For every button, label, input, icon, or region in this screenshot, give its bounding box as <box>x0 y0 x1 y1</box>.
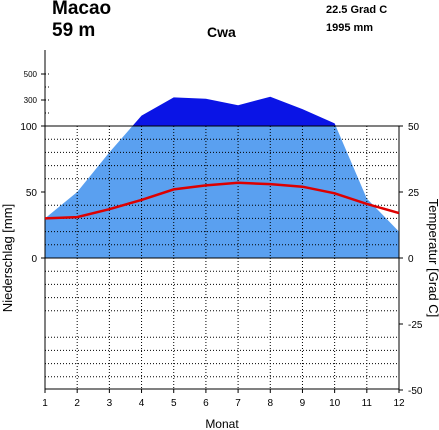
precipitation-area <box>45 126 399 258</box>
month-label: 8 <box>267 398 273 409</box>
month-label: 12 <box>393 398 405 409</box>
precipitation-tick-label: 0 <box>31 254 37 265</box>
temperature-line <box>44 181 400 220</box>
temperature-tick-label: -25 <box>408 320 423 331</box>
month-label: 5 <box>171 398 177 409</box>
precipitation-tick-label: 300 <box>24 96 38 105</box>
month-label: 6 <box>203 398 209 409</box>
left-axis-title: Niederschlag [mm] <box>0 204 15 312</box>
month-label: 3 <box>107 398 113 409</box>
precipitation-tick-label: 50 <box>26 188 38 199</box>
grid <box>45 73 399 389</box>
temperature-tick-label: 0 <box>408 254 414 265</box>
temperature-tick-label: 50 <box>408 122 420 133</box>
month-label: 1 <box>42 398 48 409</box>
annual-temperature: 22.5 Grad C <box>326 4 388 16</box>
right-axis-title: Temperatur [Grad C] <box>426 199 439 318</box>
month-label: 11 <box>362 398 373 409</box>
temperature-tick-label: -50 <box>408 386 423 397</box>
month-label: 9 <box>300 398 306 409</box>
temperature-tick-label: 25 <box>408 188 420 199</box>
precipitation-area-compressed <box>132 96 336 126</box>
month-label: 2 <box>74 398 80 409</box>
station-elevation: 59 m <box>52 20 96 41</box>
annual-precipitation: 1995 mm <box>326 22 374 34</box>
month-label: 7 <box>235 398 241 409</box>
precipitation-tick-label: 500 <box>24 70 38 79</box>
station-name: Macao <box>52 0 112 19</box>
month-label: 4 <box>139 398 145 409</box>
climate-class: Cwa <box>207 24 236 40</box>
precipitation-tick-label: 100 <box>20 122 37 133</box>
month-label: 10 <box>329 398 341 409</box>
x-axis-title: Monat <box>205 417 239 430</box>
